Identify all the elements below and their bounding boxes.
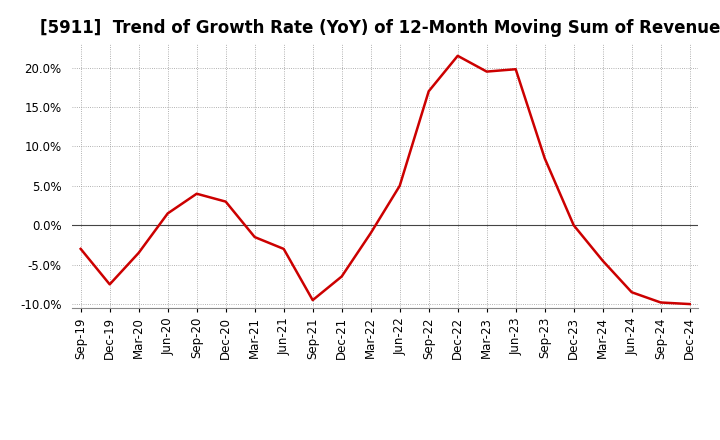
- Title: [5911]  Trend of Growth Rate (YoY) of 12-Month Moving Sum of Revenues: [5911] Trend of Growth Rate (YoY) of 12-…: [40, 19, 720, 37]
